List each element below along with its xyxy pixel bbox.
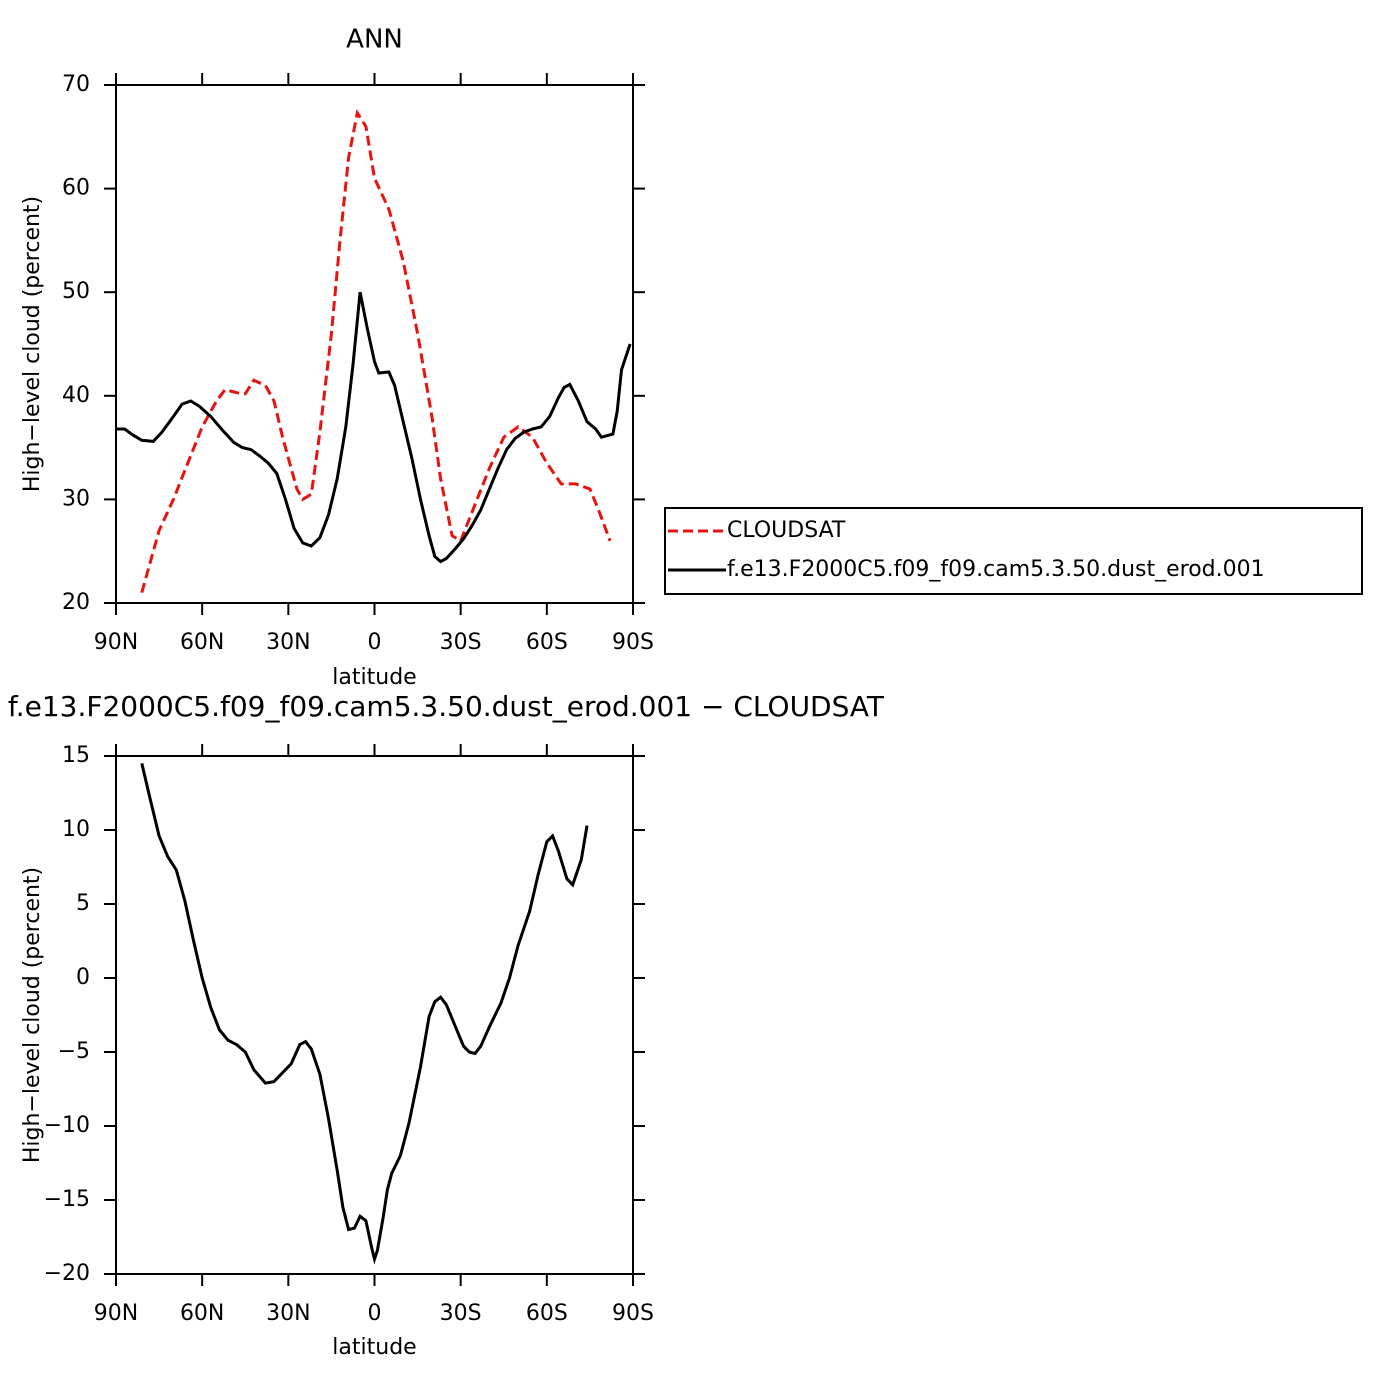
y-tick-label: 15 [62,743,90,768]
legend-label: CLOUDSAT [727,518,846,543]
x-tick-label: 0 [368,630,382,655]
y-tick-label: −15 [44,1187,90,1212]
y-axis-label: High−level cloud (percent) [20,867,45,1163]
x-tick-label: 30N [266,1301,310,1326]
y-tick-label: −10 [44,1113,90,1138]
plot-frame [115,755,634,1275]
x-tick-label: 60S [526,630,568,655]
legend-label: f.e13.F2000C5.f09_f09.cam5.3.50.dust_ero… [727,557,1265,582]
y-tick-label: 70 [62,72,90,97]
plot-frame [115,84,634,604]
y-axis-label: High−level cloud (percent) [20,196,45,492]
y-tick-label: −20 [44,1261,90,1286]
x-tick-label: 90S [612,630,654,655]
x-tick-label: 30S [440,1301,482,1326]
x-axis-label: latitude [332,1335,416,1360]
y-tick-label: 60 [62,176,90,201]
x-tick-label: 90S [612,1301,654,1326]
x-tick-label: 60S [526,1301,568,1326]
data-line [140,109,612,594]
x-tick-label: 60N [180,1301,224,1326]
data-line [140,763,589,1265]
x-tick-label: 90N [94,630,138,655]
y-tick-label: −5 [58,1039,90,1064]
x-tick-label: 90N [94,1301,138,1326]
y-tick-label: 0 [76,965,90,990]
y-tick-label: 20 [62,590,90,615]
y-tick-label: 50 [62,279,90,304]
data-line [116,291,632,564]
y-tick-label: 30 [62,486,90,511]
chart-title: f.e13.F2000C5.f09_f09.cam5.3.50.dust_ero… [8,690,885,723]
x-tick-label: 30S [440,630,482,655]
x-tick-label: 0 [368,1301,382,1326]
x-tick-label: 60N [180,630,224,655]
legend-box [664,507,1363,595]
x-axis-label: latitude [332,665,416,690]
y-tick-label: 5 [76,891,90,916]
x-tick-label: 30N [266,630,310,655]
chart-title: ANN [346,25,403,55]
y-tick-label: 10 [62,817,90,842]
y-tick-label: 40 [62,383,90,408]
